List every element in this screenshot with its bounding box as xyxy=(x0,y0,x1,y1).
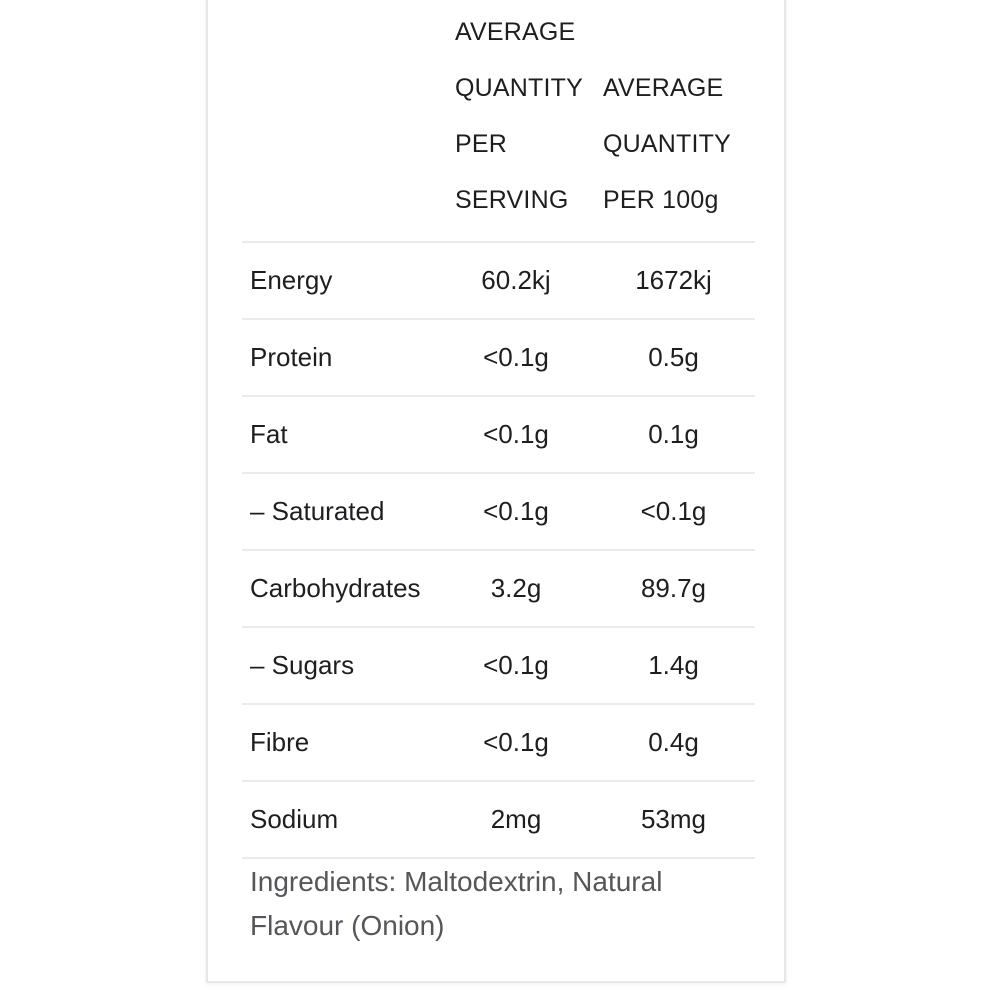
table-header-row: AVERAGE QUANTITY PER SERVING AVERAGE QUA… xyxy=(242,4,755,243)
header-line: AVERAGE xyxy=(603,74,724,102)
row-value-per-100g: 89.7g xyxy=(640,573,707,603)
header-line: QUANTITY xyxy=(455,74,583,102)
row-label: – Saturated xyxy=(250,496,385,526)
row-value-per-serving: <0.1g xyxy=(483,342,549,372)
header-line: AVERAGE xyxy=(455,18,576,46)
table-row-fibre: Fibre <0.1g 0.4g xyxy=(242,705,755,782)
header-cell-blank xyxy=(242,4,440,228)
row-label: Protein xyxy=(250,342,333,372)
row-label: Energy xyxy=(250,265,333,295)
row-value-per-serving: <0.1g xyxy=(483,419,549,449)
row-value-per-100g: 1.4g xyxy=(648,650,699,680)
header-cell-per-100g: AVERAGE QUANTITY PER 100g xyxy=(592,4,755,228)
row-label: – Sugars xyxy=(250,650,355,680)
row-value-per-serving: 2mg xyxy=(490,804,542,834)
table-row-saturated: – Saturated <0.1g <0.1g xyxy=(242,474,755,551)
nutrition-card: AVERAGE QUANTITY PER SERVING AVERAGE QUA… xyxy=(206,0,786,983)
row-value-per-100g: 0.5g xyxy=(648,342,699,372)
row-value-per-serving: <0.1g xyxy=(483,496,549,526)
table-row-sodium: Sodium 2mg 53mg xyxy=(242,782,755,859)
table-row-energy: Energy 60.2kj 1672kj xyxy=(242,243,755,320)
header-line: QUANTITY xyxy=(603,130,731,158)
nutrition-table: AVERAGE QUANTITY PER SERVING AVERAGE QUA… xyxy=(242,4,755,948)
row-label: Fibre xyxy=(250,727,310,757)
row-value-per-100g: <0.1g xyxy=(640,496,707,526)
header-line: SERVING xyxy=(455,186,569,214)
row-value-per-100g: 0.4g xyxy=(648,727,699,757)
header-cell-per-serving: AVERAGE QUANTITY PER SERVING xyxy=(440,4,592,228)
table-row-carbohydrates: Carbohydrates 3.2g 89.7g xyxy=(242,551,755,628)
header-line: PER 100g xyxy=(603,186,719,214)
table-row-fat: Fat <0.1g 0.1g xyxy=(242,397,755,474)
row-value-per-serving: 60.2kj xyxy=(481,265,551,295)
table-row-protein: Protein <0.1g 0.5g xyxy=(242,320,755,397)
ingredients-text: Ingredients: Maltodextrin, Natural Flavo… xyxy=(250,866,663,941)
row-value-per-serving: 3.2g xyxy=(490,573,542,603)
row-value-per-100g: 1672kj xyxy=(635,265,712,295)
row-value-per-100g: 0.1g xyxy=(648,419,699,449)
table-row-sugars: – Sugars <0.1g 1.4g xyxy=(242,628,755,705)
row-label: Fat xyxy=(250,419,288,449)
row-label: Carbohydrates xyxy=(250,573,421,603)
header-line: PER xyxy=(455,130,508,158)
row-value-per-100g: 53mg xyxy=(640,804,707,834)
row-value-per-serving: <0.1g xyxy=(483,650,549,680)
row-value-per-serving: <0.1g xyxy=(483,727,549,757)
row-label: Sodium xyxy=(250,804,339,834)
